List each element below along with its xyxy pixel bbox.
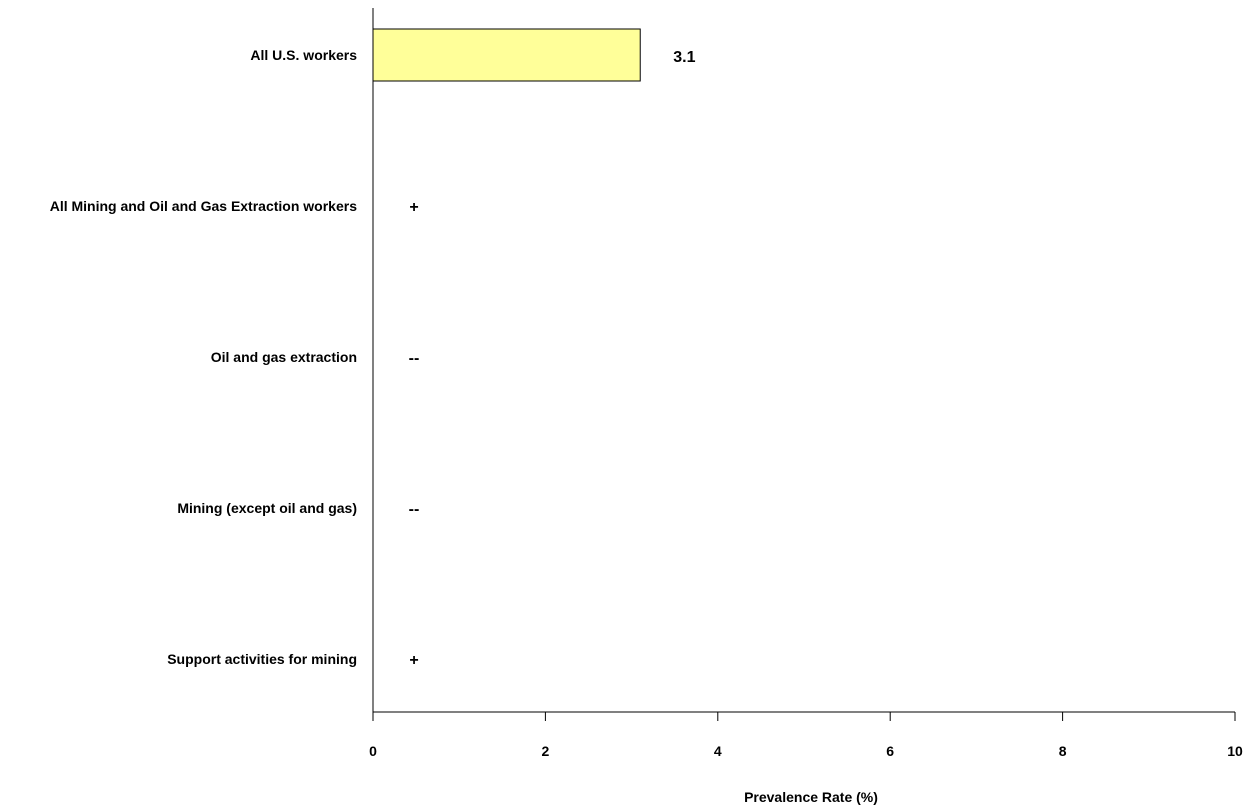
x-tick-label: 10 (1227, 743, 1243, 759)
suppressed-value-marker: + (409, 199, 418, 216)
x-tick-label: 6 (886, 743, 894, 759)
suppressed-value-marker: -- (409, 501, 420, 518)
category-labels: All U.S. workers All Mining and Oil and G… (50, 47, 358, 667)
bar-value-label: 3.1 (673, 49, 695, 66)
x-tick-label: 2 (542, 743, 550, 759)
category-label: Support activities for mining (167, 651, 357, 667)
bar (372, 28, 641, 82)
x-tick-label: 4 (714, 743, 722, 759)
x-tick-label: 0 (369, 743, 377, 759)
category-label: Oil and gas extraction (211, 349, 357, 365)
x-ticks: 0 2 4 6 8 10 (369, 712, 1243, 759)
value-labels: 3.1 + -- -- + (409, 49, 696, 669)
bars-group (372, 28, 641, 82)
suppressed-value-marker: + (409, 652, 418, 669)
x-tick-label: 8 (1059, 743, 1067, 759)
category-label: Mining (except oil and gas) (177, 500, 357, 516)
category-label: All Mining and Oil and Gas Extraction wo… (50, 198, 357, 214)
x-axis-title: Prevalence Rate (%) (744, 789, 878, 805)
suppressed-value-marker: -- (409, 350, 420, 367)
category-label: All U.S. workers (250, 47, 357, 63)
